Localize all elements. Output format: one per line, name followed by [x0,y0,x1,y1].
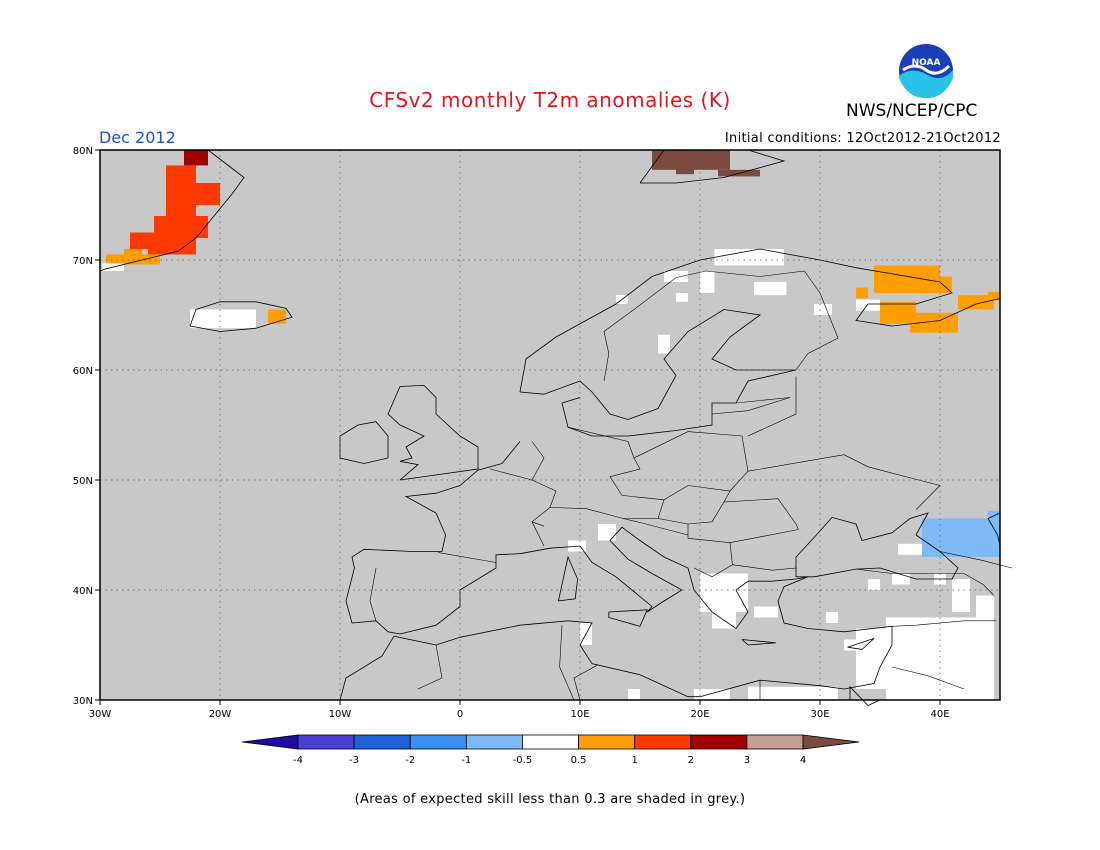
colorbar-box [578,734,636,750]
lat-tick-label: 30N [73,696,93,707]
lon-tick-label: 0 [457,709,463,720]
colorbar-box [409,734,467,750]
colorbar-label: -1 [461,755,471,766]
organization-label: NWS/NCEP/CPC [846,101,978,121]
colorbar-box [522,734,579,750]
lon-tick-label: 10E [570,709,589,720]
lon-tick-label: 20W [209,709,232,720]
colorbar: -4 -3 -2 -1 -0.5 0.5 1 2 3 4 [241,734,860,766]
coastlines [99,149,1013,706]
colorbar-box [353,734,411,750]
logo-text: NOAA [912,58,941,68]
lat-tick-label: 60N [73,366,93,377]
colorbar-box [690,734,748,750]
colorbar-box [746,734,804,750]
lon-tick-label: 20E [690,709,709,720]
colorbar-label: -0.5 [513,755,533,766]
lat-tick-label: 50N [73,476,93,487]
colorbar-label: 2 [688,755,694,766]
colorbar-label: -2 [405,755,415,766]
skill-footnote: (Areas of expected skill less than 0.3 a… [354,792,746,807]
colorbar-low-triangle [241,734,299,750]
lon-tick-label: 40E [930,709,949,720]
lat-tick-label: 70N [73,256,93,267]
colorbar-box [465,734,523,750]
lat-tick-label: 40N [73,586,93,597]
colorbar-label: -3 [349,755,359,766]
initial-conditions: Initial conditions: 12Oct2012-21Oct2012 [724,131,1001,146]
colorbar-label: -4 [293,755,303,766]
map-frame [99,149,1001,701]
colorbar-label: 1 [631,755,637,766]
axis-ticks: 30W 20W 10W 0 10E 20E 30E 40E 30N 40N 50N 60N 70N 80N [73,146,950,720]
anomaly-map: 30W 20W 10W 0 10E 20E 30E 40E 30N 40N 50N 60N 70N 80N… [73,146,1013,766]
map-title: CFSv2 monthly T2m anomalies (K) [369,88,731,112]
colorbar-label: 4 [800,755,806,766]
map-background [100,150,1000,700]
colorbar-label: 0.5 [571,755,587,766]
noaa-logo-icon: NOAA [896,41,956,101]
colorbar-high-triangle [802,734,860,750]
lon-tick-label: 10W [329,709,352,720]
gridlines [100,150,1000,700]
colorbar-box [297,734,355,750]
colorbar-label: 3 [744,755,750,766]
lat-tick-label: 80N [73,146,93,157]
anomaly-cells [102,150,1000,700]
lon-tick-label: 30E [810,709,829,720]
lon-tick-label: 30W [89,709,112,720]
forecast-month: Dec 2012 [99,128,176,147]
colorbar-box [634,734,692,750]
